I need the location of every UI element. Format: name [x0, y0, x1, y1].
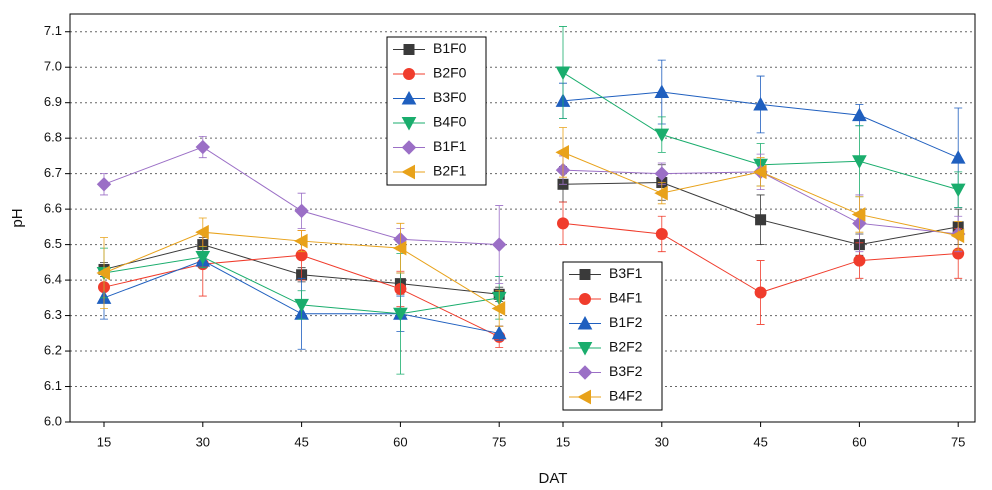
data-point — [392, 240, 407, 256]
data-point — [950, 150, 966, 164]
legend-marker — [403, 68, 415, 80]
data-point — [96, 177, 112, 192]
legend-label: B1F1 — [433, 138, 467, 154]
data-point — [754, 286, 767, 299]
y-tick-label: 6.2 — [44, 342, 62, 357]
y-tick-label: 6.6 — [44, 201, 62, 216]
legend-label: B2F0 — [433, 65, 467, 81]
legend-marker — [579, 269, 591, 280]
x-tick-label: 30 — [655, 434, 669, 449]
legend-marker — [577, 389, 591, 405]
legend-label: B2F2 — [609, 339, 643, 355]
data-point — [195, 251, 211, 265]
y-tick-label: 7.1 — [44, 23, 62, 38]
legend-frame — [386, 36, 487, 186]
legend-label: B2F1 — [433, 163, 467, 179]
y-tick-label: 6.8 — [44, 130, 62, 145]
legend-label: B1F0 — [433, 40, 467, 56]
legend-marker — [577, 315, 593, 330]
legend-label: B1F2 — [609, 314, 643, 330]
legend-marker — [403, 44, 415, 55]
legend-label: B3F2 — [609, 363, 643, 379]
series — [96, 136, 507, 285]
y-tick-label: 6.1 — [44, 378, 62, 393]
legend-label: B4F0 — [433, 114, 467, 130]
series — [557, 201, 965, 325]
legend-marker — [401, 90, 417, 105]
data-point — [491, 301, 506, 316]
legend-marker — [577, 342, 593, 356]
y-axis-label: pH — [9, 208, 26, 227]
legend-marker — [401, 140, 417, 155]
y-tick-label: 6.9 — [44, 94, 62, 109]
data-point — [950, 183, 966, 198]
data-point — [950, 228, 965, 244]
data-point — [853, 254, 866, 267]
legend-label: B4F2 — [609, 388, 643, 404]
x-tick-label: 75 — [492, 434, 506, 449]
x-tick-label: 15 — [556, 434, 570, 449]
y-tick-label: 6.7 — [44, 165, 62, 180]
data-point — [195, 139, 211, 155]
legend-marker — [401, 164, 415, 180]
data-point — [294, 233, 308, 249]
legend: B1F0 B2F0 B3F0 B4F0 B1F1 B2F1 — [386, 36, 487, 186]
data-point — [654, 84, 670, 99]
legend-label: B4F1 — [609, 290, 643, 306]
data-point — [753, 164, 767, 180]
data-point — [852, 155, 867, 169]
legend-marker — [577, 365, 593, 380]
legend-marker — [579, 293, 591, 305]
x-tick-label: 75 — [951, 434, 965, 449]
legend: B3F1 B4F1 B1F2 B2F2 B3F2 B4F2 — [562, 261, 663, 411]
data-point — [755, 214, 767, 226]
data-point — [555, 145, 569, 160]
data-point — [96, 265, 110, 281]
y-tick-label: 7.0 — [44, 59, 62, 74]
legend-label: B3F1 — [609, 265, 643, 281]
data-point — [294, 298, 309, 313]
series — [96, 217, 506, 327]
data-point — [557, 217, 569, 230]
data-point — [491, 325, 507, 340]
x-tick-label: 15 — [97, 434, 111, 449]
legend-marker — [401, 117, 417, 131]
data-point — [655, 227, 668, 240]
series — [555, 127, 965, 251]
data-point — [393, 307, 408, 322]
data-point — [555, 66, 571, 81]
data-point — [654, 128, 670, 143]
x-tick-label: 30 — [196, 434, 210, 449]
data-point — [654, 166, 670, 181]
data-point — [294, 203, 309, 219]
data-point — [852, 107, 867, 122]
x-tick-label: 60 — [852, 434, 866, 449]
legend-frame — [562, 261, 663, 411]
legend-label: B3F0 — [433, 89, 467, 105]
x-tick-label: 60 — [393, 434, 407, 449]
x-tick-label: 45 — [753, 434, 767, 449]
data-point — [195, 224, 209, 240]
plot-frame — [69, 13, 976, 423]
data-point — [654, 185, 668, 201]
data-point — [851, 207, 866, 222]
y-tick-label: 6.3 — [44, 307, 62, 322]
y-tick-label: 6.4 — [44, 272, 62, 287]
x-tick-label: 45 — [294, 434, 308, 449]
y-tick-label: 6.0 — [44, 413, 62, 428]
data-point — [753, 96, 768, 111]
data-point — [491, 237, 507, 252]
x-axis-label: DAT — [539, 470, 568, 487]
y-tick-label: 6.5 — [44, 236, 62, 251]
